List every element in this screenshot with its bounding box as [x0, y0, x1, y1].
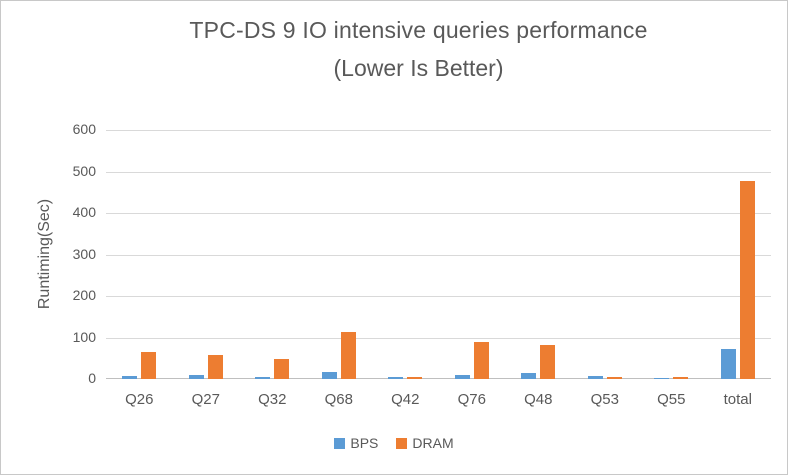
bar-group-Q42	[388, 377, 423, 379]
bar-bps-Q68	[321, 371, 337, 379]
x-label-Q26: Q26	[125, 391, 154, 408]
gridline-100	[106, 337, 771, 339]
legend: BPS DRAM	[1, 435, 787, 451]
legend-label-bps: BPS	[350, 435, 379, 451]
bar-group-Q27	[188, 355, 223, 379]
bar-dram-total	[739, 181, 755, 379]
bar-dram-Q26	[141, 352, 157, 379]
gridline-500	[106, 171, 771, 173]
bar-dram-Q32	[274, 359, 290, 379]
gridline-200	[106, 296, 771, 297]
legend-label-dram: DRAM	[412, 435, 454, 451]
bar-bps-total	[720, 349, 736, 379]
bar-group-Q68	[321, 331, 356, 379]
bar-group-Q55	[654, 377, 689, 379]
bar-dram-Q55	[673, 377, 689, 379]
bar-group-Q76	[454, 341, 489, 379]
plot-area: 0 100 200 300 400 500 600 Q26 Q27 Q32 Q68 Q42 Q76 Q48…	[73, 121, 771, 408]
x-label-Q68: Q68	[324, 391, 353, 408]
y-tick-0: 0	[88, 370, 96, 386]
y-axis-title: Runtiming(Sec)	[36, 198, 53, 310]
bar-bps-Q32	[255, 376, 271, 379]
bar-group-Q53	[587, 376, 622, 379]
chart-title: TPC-DS 9 IO intensive queries performanc…	[189, 17, 648, 43]
bar-dram-Q48	[540, 345, 556, 379]
bar-dram-Q27	[207, 355, 223, 379]
gridline-400	[106, 213, 771, 214]
gridline-0	[106, 378, 771, 379]
bar-dram-Q53	[606, 376, 622, 379]
bar-group-Q26	[122, 352, 157, 379]
legend-swatch-bps	[334, 437, 346, 449]
bar-dram-Q68	[340, 331, 356, 379]
bar-bps-Q26	[122, 376, 138, 379]
gridline-600	[106, 130, 771, 131]
bar-group-Q48	[521, 345, 556, 379]
x-label-Q76: Q76	[457, 391, 486, 408]
x-label-Q48: Q48	[524, 391, 553, 408]
y-tick-200: 200	[72, 287, 96, 303]
x-label-Q55: Q55	[657, 391, 686, 408]
y-tick-300: 300	[72, 245, 96, 262]
legend-item-bps: BPS	[334, 435, 378, 451]
legend-item-dram: DRAM	[396, 435, 454, 451]
bar-dram-Q42	[407, 377, 423, 379]
bar-bps-Q53	[587, 376, 603, 379]
gridline-300	[106, 254, 771, 256]
chart-subtitle: (Lower Is Better)	[333, 55, 504, 81]
y-tick-600: 600	[72, 121, 96, 137]
x-label-Q27: Q27	[191, 391, 220, 408]
bar-bps-Q42	[388, 377, 404, 379]
x-label-total: total	[723, 391, 752, 408]
x-label-Q32: Q32	[258, 391, 287, 408]
bar-bps-Q48	[521, 373, 537, 379]
bar-bps-Q76	[454, 375, 470, 379]
x-label-Q53: Q53	[590, 391, 619, 408]
x-label-Q42: Q42	[391, 391, 420, 408]
bar-bps-Q27	[188, 375, 204, 379]
bar-dram-Q76	[473, 341, 489, 379]
y-tick-400: 400	[72, 204, 96, 220]
legend-swatch-dram	[396, 437, 408, 449]
bar-group-total	[720, 181, 755, 379]
bar-group-Q32	[255, 359, 290, 379]
y-tick-500: 500	[72, 162, 96, 179]
y-tick-100: 100	[72, 328, 96, 345]
bar-bps-Q55	[654, 377, 670, 379]
